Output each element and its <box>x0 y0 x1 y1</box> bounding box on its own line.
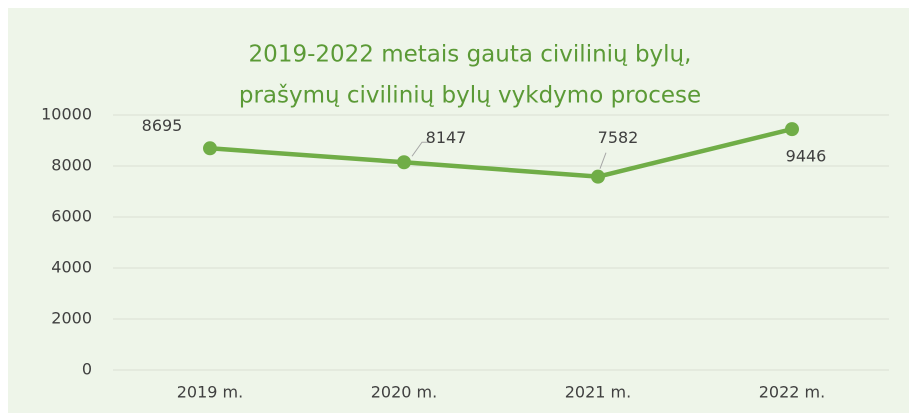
x-tick-label: 2020 m. <box>371 383 437 402</box>
data-label: 8695 <box>142 116 183 135</box>
x-tick-label: 2019 m. <box>177 383 243 402</box>
data-point <box>785 122 799 137</box>
chart-title: 2019-2022 metais gauta civilinių bylų, <box>249 42 692 68</box>
leader-line <box>599 152 607 169</box>
y-tick-label: 6000 <box>51 207 92 226</box>
chart-title: prašymų civilinių bylų vykdymo procese <box>239 83 701 109</box>
y-tick-label: 0 <box>82 360 92 379</box>
data-point <box>397 155 411 170</box>
x-tick-label: 2021 m. <box>565 383 631 402</box>
data-point <box>203 141 217 156</box>
leader-line <box>411 141 430 157</box>
data-line <box>209 126 793 179</box>
data-label: 7582 <box>598 128 639 147</box>
data-point <box>591 169 605 184</box>
x-tick-label: 2022 m. <box>759 383 825 402</box>
data-label: 9446 <box>786 147 827 166</box>
data-label: 8147 <box>426 128 467 147</box>
chart-background <box>8 8 909 413</box>
y-tick-label: 10000 <box>41 105 92 124</box>
y-tick-label: 8000 <box>51 156 92 175</box>
y-tick-label: 2000 <box>51 309 92 328</box>
y-tick-label: 4000 <box>51 258 92 277</box>
